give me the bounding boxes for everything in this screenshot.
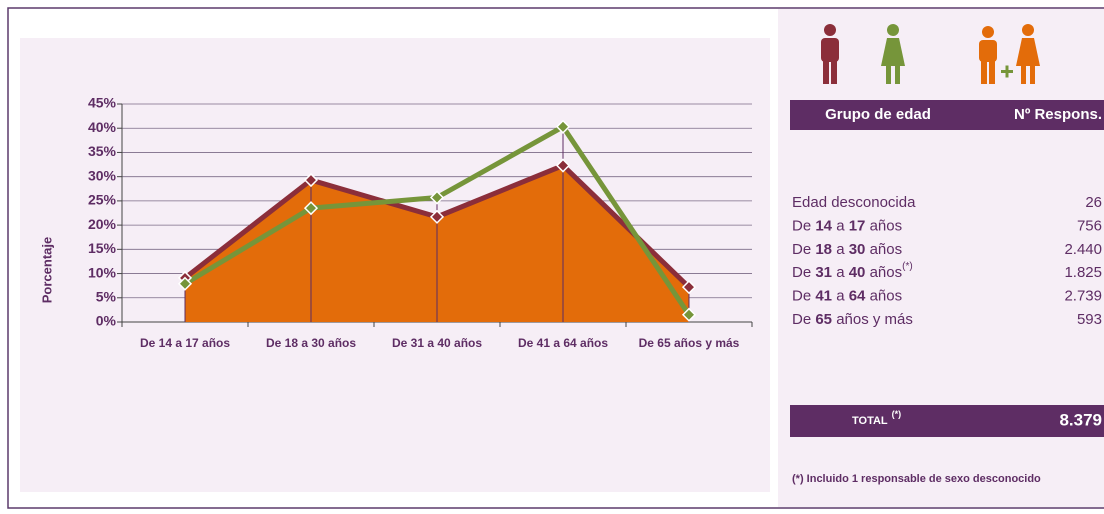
label-part: 64 <box>849 288 866 305</box>
label-part: 31 <box>815 264 832 281</box>
table-header: Nº Respons. <box>1014 106 1102 123</box>
y-tick-label: 15% <box>88 240 117 256</box>
total-bar <box>790 405 1104 437</box>
label-part: años y más <box>832 311 913 328</box>
label-part: a <box>832 217 849 234</box>
marker <box>177 276 193 291</box>
label-part: a <box>832 241 849 258</box>
row-label: De 14 a 17 años <box>792 217 902 234</box>
table-header-bar <box>790 100 1104 130</box>
y-tick-label: 25% <box>88 192 117 208</box>
label-part: 65 <box>815 311 832 328</box>
row-value: 2.739 <box>1064 288 1102 305</box>
marker <box>555 119 571 134</box>
marker <box>303 201 319 216</box>
footnote: (*) Incluido 1 responsable de sexo desco… <box>792 473 1041 485</box>
marker <box>555 158 571 173</box>
label-part: a <box>832 264 849 281</box>
total-value: 8.379 <box>1059 410 1102 429</box>
row-value: 593 <box>1077 311 1102 328</box>
x-tick-label: De 18 a 30 años <box>266 336 356 350</box>
label-part: años <box>865 288 902 305</box>
label-part: De <box>792 241 815 258</box>
y-tick-label: 30% <box>88 167 117 183</box>
table-header: Grupo de edad <box>825 106 931 123</box>
row-label: De 18 a 30 años <box>792 241 902 258</box>
marker <box>429 209 445 224</box>
row-value: 2.440 <box>1064 241 1102 258</box>
total-label: TOTAL (*) <box>852 409 901 427</box>
note: (*) <box>902 261 913 272</box>
label-part: años <box>865 217 902 234</box>
y-axis-label: Porcentaje <box>39 237 54 303</box>
y-tick-label: 20% <box>88 216 117 232</box>
y-tick-label: 45% <box>88 95 117 111</box>
label-part: 41 <box>815 288 832 305</box>
label-part: 30 <box>849 241 866 258</box>
row-label: De 41 a 64 años <box>792 288 902 305</box>
row-label: De 31 a 40 años(*) <box>792 261 913 281</box>
x-tick-label: De 65 años y más <box>639 336 740 350</box>
x-tick-label: De 14 a 17 años <box>140 336 230 350</box>
row-value: 756 <box>1077 217 1102 234</box>
label-part: De <box>792 264 815 281</box>
label-part: 40 <box>849 264 866 281</box>
label-part: De <box>792 288 815 305</box>
row-label: Edad desconocida <box>792 194 916 211</box>
marker <box>681 307 697 322</box>
marker <box>429 190 445 205</box>
label-part: De <box>792 311 815 328</box>
y-tick-label: 10% <box>88 264 117 280</box>
total-text: TOTAL <box>852 415 888 427</box>
label-part: años <box>865 241 902 258</box>
label-part: 17 <box>849 217 866 234</box>
row-value: 26 <box>1085 194 1102 211</box>
x-tick-label: De 31 a 40 años <box>392 336 482 350</box>
row-value: 1.825 <box>1064 264 1102 281</box>
label-part: 14 <box>815 217 832 234</box>
label-part: Edad desconocida <box>792 194 916 211</box>
label-part: De <box>792 217 815 234</box>
label-part: 18 <box>815 241 832 258</box>
y-tick-label: 5% <box>96 288 117 304</box>
marker <box>681 280 697 295</box>
y-tick-label: 35% <box>88 143 117 159</box>
marker <box>303 172 319 188</box>
y-tick-label: 0% <box>96 313 117 329</box>
label-part: a <box>832 288 849 305</box>
label-part: años <box>865 264 902 281</box>
icons <box>821 24 1040 84</box>
y-tick-label: 40% <box>88 119 117 135</box>
x-tick-label: De 41 a 64 años <box>518 336 608 350</box>
note: (*) <box>892 409 902 419</box>
row-label: De 65 años y más <box>792 311 913 328</box>
